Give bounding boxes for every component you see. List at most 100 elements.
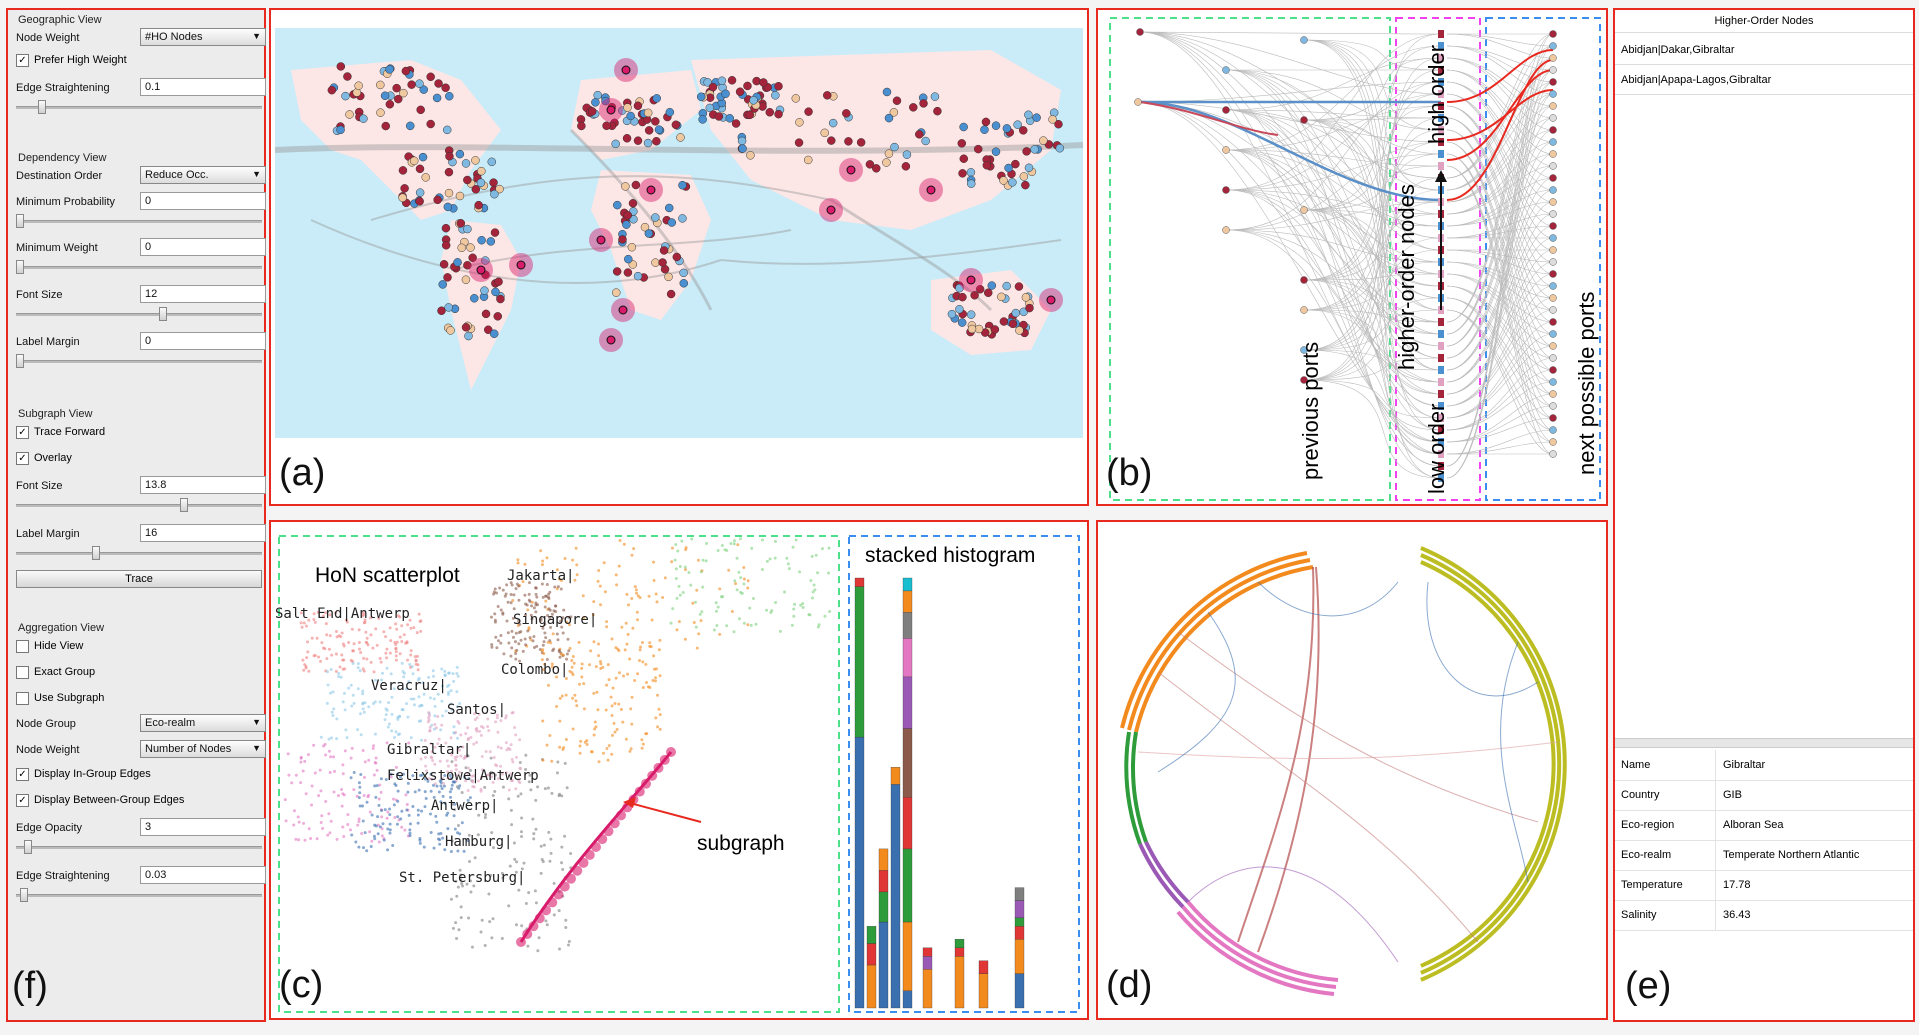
port-dot[interactable] bbox=[678, 180, 687, 190]
port-dot[interactable] bbox=[496, 294, 505, 304]
port-dot[interactable] bbox=[464, 331, 473, 341]
port-dot[interactable] bbox=[480, 286, 489, 295]
port-dot[interactable] bbox=[872, 164, 881, 173]
port-dot[interactable] bbox=[468, 253, 477, 263]
port-dot[interactable] bbox=[471, 185, 481, 194]
port-dot[interactable] bbox=[958, 292, 967, 302]
port-dot[interactable] bbox=[725, 114, 735, 123]
next-port-node[interactable] bbox=[1549, 354, 1557, 362]
higher-order-node[interactable] bbox=[1438, 474, 1444, 482]
highlighted-port-dot[interactable] bbox=[646, 185, 656, 195]
port-dot[interactable] bbox=[400, 184, 409, 193]
port-dot[interactable] bbox=[983, 288, 993, 298]
port-dot[interactable] bbox=[1019, 172, 1029, 181]
port-dot[interactable] bbox=[493, 312, 503, 321]
geographic-view[interactable]: (a) bbox=[269, 8, 1089, 506]
dep-label-margin-slider[interactable] bbox=[16, 354, 262, 368]
port-dot[interactable] bbox=[416, 105, 425, 115]
port-dot[interactable] bbox=[1055, 143, 1065, 153]
port-dot[interactable] bbox=[1018, 126, 1028, 135]
next-port-node[interactable] bbox=[1549, 294, 1557, 302]
port-dot[interactable] bbox=[461, 323, 471, 332]
port-dot[interactable] bbox=[591, 98, 600, 107]
port-dot[interactable] bbox=[921, 136, 930, 146]
next-port-node[interactable] bbox=[1549, 162, 1557, 170]
port-dot[interactable] bbox=[909, 103, 918, 112]
port-dot[interactable] bbox=[439, 260, 449, 269]
port-dot[interactable] bbox=[794, 138, 804, 147]
port-dot[interactable] bbox=[1054, 119, 1063, 129]
port-dot[interactable] bbox=[611, 139, 620, 149]
port-dot[interactable] bbox=[735, 87, 745, 96]
higher-order-node[interactable] bbox=[1438, 42, 1444, 50]
port-dot[interactable] bbox=[987, 281, 997, 290]
port-dot[interactable] bbox=[602, 121, 611, 131]
port-dot[interactable] bbox=[489, 178, 498, 187]
port-dot[interactable] bbox=[588, 107, 597, 116]
port-dot[interactable] bbox=[919, 99, 928, 108]
port-dot[interactable] bbox=[631, 180, 641, 190]
port-dot[interactable] bbox=[461, 159, 471, 168]
port-dot[interactable] bbox=[967, 324, 977, 334]
port-dot[interactable] bbox=[1004, 163, 1013, 173]
next-port-node[interactable] bbox=[1549, 30, 1557, 38]
port-dot[interactable] bbox=[398, 166, 408, 175]
port-dot[interactable] bbox=[392, 83, 401, 93]
splitter[interactable] bbox=[1615, 738, 1913, 748]
port-dot[interactable] bbox=[453, 258, 462, 267]
higher-order-node[interactable] bbox=[1438, 150, 1444, 158]
port-dot[interactable] bbox=[1013, 120, 1022, 129]
port-dot[interactable] bbox=[622, 220, 631, 229]
port-dot[interactable] bbox=[1024, 110, 1033, 120]
port-dot[interactable] bbox=[746, 151, 755, 160]
edge-opacity-input[interactable]: 3 bbox=[140, 818, 266, 836]
port-dot[interactable] bbox=[828, 118, 838, 128]
port-dot[interactable] bbox=[336, 62, 346, 71]
scatter-points[interactable] bbox=[283, 537, 832, 953]
higher-order-node[interactable] bbox=[1438, 54, 1444, 62]
higher-order-node[interactable] bbox=[1438, 138, 1444, 146]
port-dot[interactable] bbox=[947, 309, 957, 319]
port-dot[interactable] bbox=[958, 169, 967, 178]
port-dot[interactable] bbox=[820, 128, 829, 138]
port-dot[interactable] bbox=[902, 150, 912, 159]
port-dot[interactable] bbox=[627, 242, 637, 252]
previous-port-node[interactable] bbox=[1222, 226, 1230, 234]
previous-port-node[interactable] bbox=[1300, 36, 1308, 44]
next-port-node[interactable] bbox=[1549, 378, 1557, 386]
min-prob-slider[interactable] bbox=[16, 214, 262, 228]
port-dot[interactable] bbox=[443, 273, 452, 282]
port-dot[interactable] bbox=[612, 267, 622, 276]
port-dot[interactable] bbox=[415, 197, 424, 206]
display-in-group-checkbox[interactable]: ✓ Display In-Group Edges bbox=[12, 766, 262, 784]
port-dot[interactable] bbox=[481, 256, 490, 265]
port-dot[interactable] bbox=[659, 246, 669, 255]
port-dot[interactable] bbox=[381, 121, 391, 131]
previous-port-node[interactable] bbox=[1136, 28, 1144, 36]
port-dot[interactable] bbox=[633, 136, 643, 145]
port-dot[interactable] bbox=[483, 325, 493, 335]
higher-order-node[interactable] bbox=[1438, 126, 1444, 134]
port-dot[interactable] bbox=[982, 160, 992, 170]
dependency-view[interactable]: previous ports higher-order nodes low or… bbox=[1096, 8, 1608, 506]
port-dot[interactable] bbox=[966, 179, 976, 188]
slider-thumb[interactable] bbox=[16, 214, 24, 228]
port-dot[interactable] bbox=[612, 288, 621, 297]
next-port-node[interactable] bbox=[1549, 126, 1557, 134]
next-port-node[interactable] bbox=[1549, 114, 1557, 122]
scatter-canvas[interactable] bbox=[271, 522, 1087, 1018]
port-dot[interactable] bbox=[933, 106, 942, 116]
port-dot[interactable] bbox=[407, 80, 416, 89]
port-dot[interactable] bbox=[999, 176, 1008, 185]
port-dot[interactable] bbox=[671, 120, 681, 130]
previous-port-node[interactable] bbox=[1300, 116, 1308, 124]
display-between-group-checkbox[interactable]: ✓ Display Between-Group Edges bbox=[12, 792, 262, 810]
next-port-node[interactable] bbox=[1549, 426, 1557, 434]
port-dot[interactable] bbox=[432, 93, 442, 103]
next-port-node[interactable] bbox=[1549, 138, 1557, 146]
next-port-node[interactable] bbox=[1549, 198, 1557, 206]
port-dot[interactable] bbox=[997, 292, 1006, 302]
next-port-node[interactable] bbox=[1549, 366, 1557, 374]
min-weight-input[interactable]: 0 bbox=[140, 238, 266, 256]
higher-order-node[interactable] bbox=[1438, 162, 1444, 170]
